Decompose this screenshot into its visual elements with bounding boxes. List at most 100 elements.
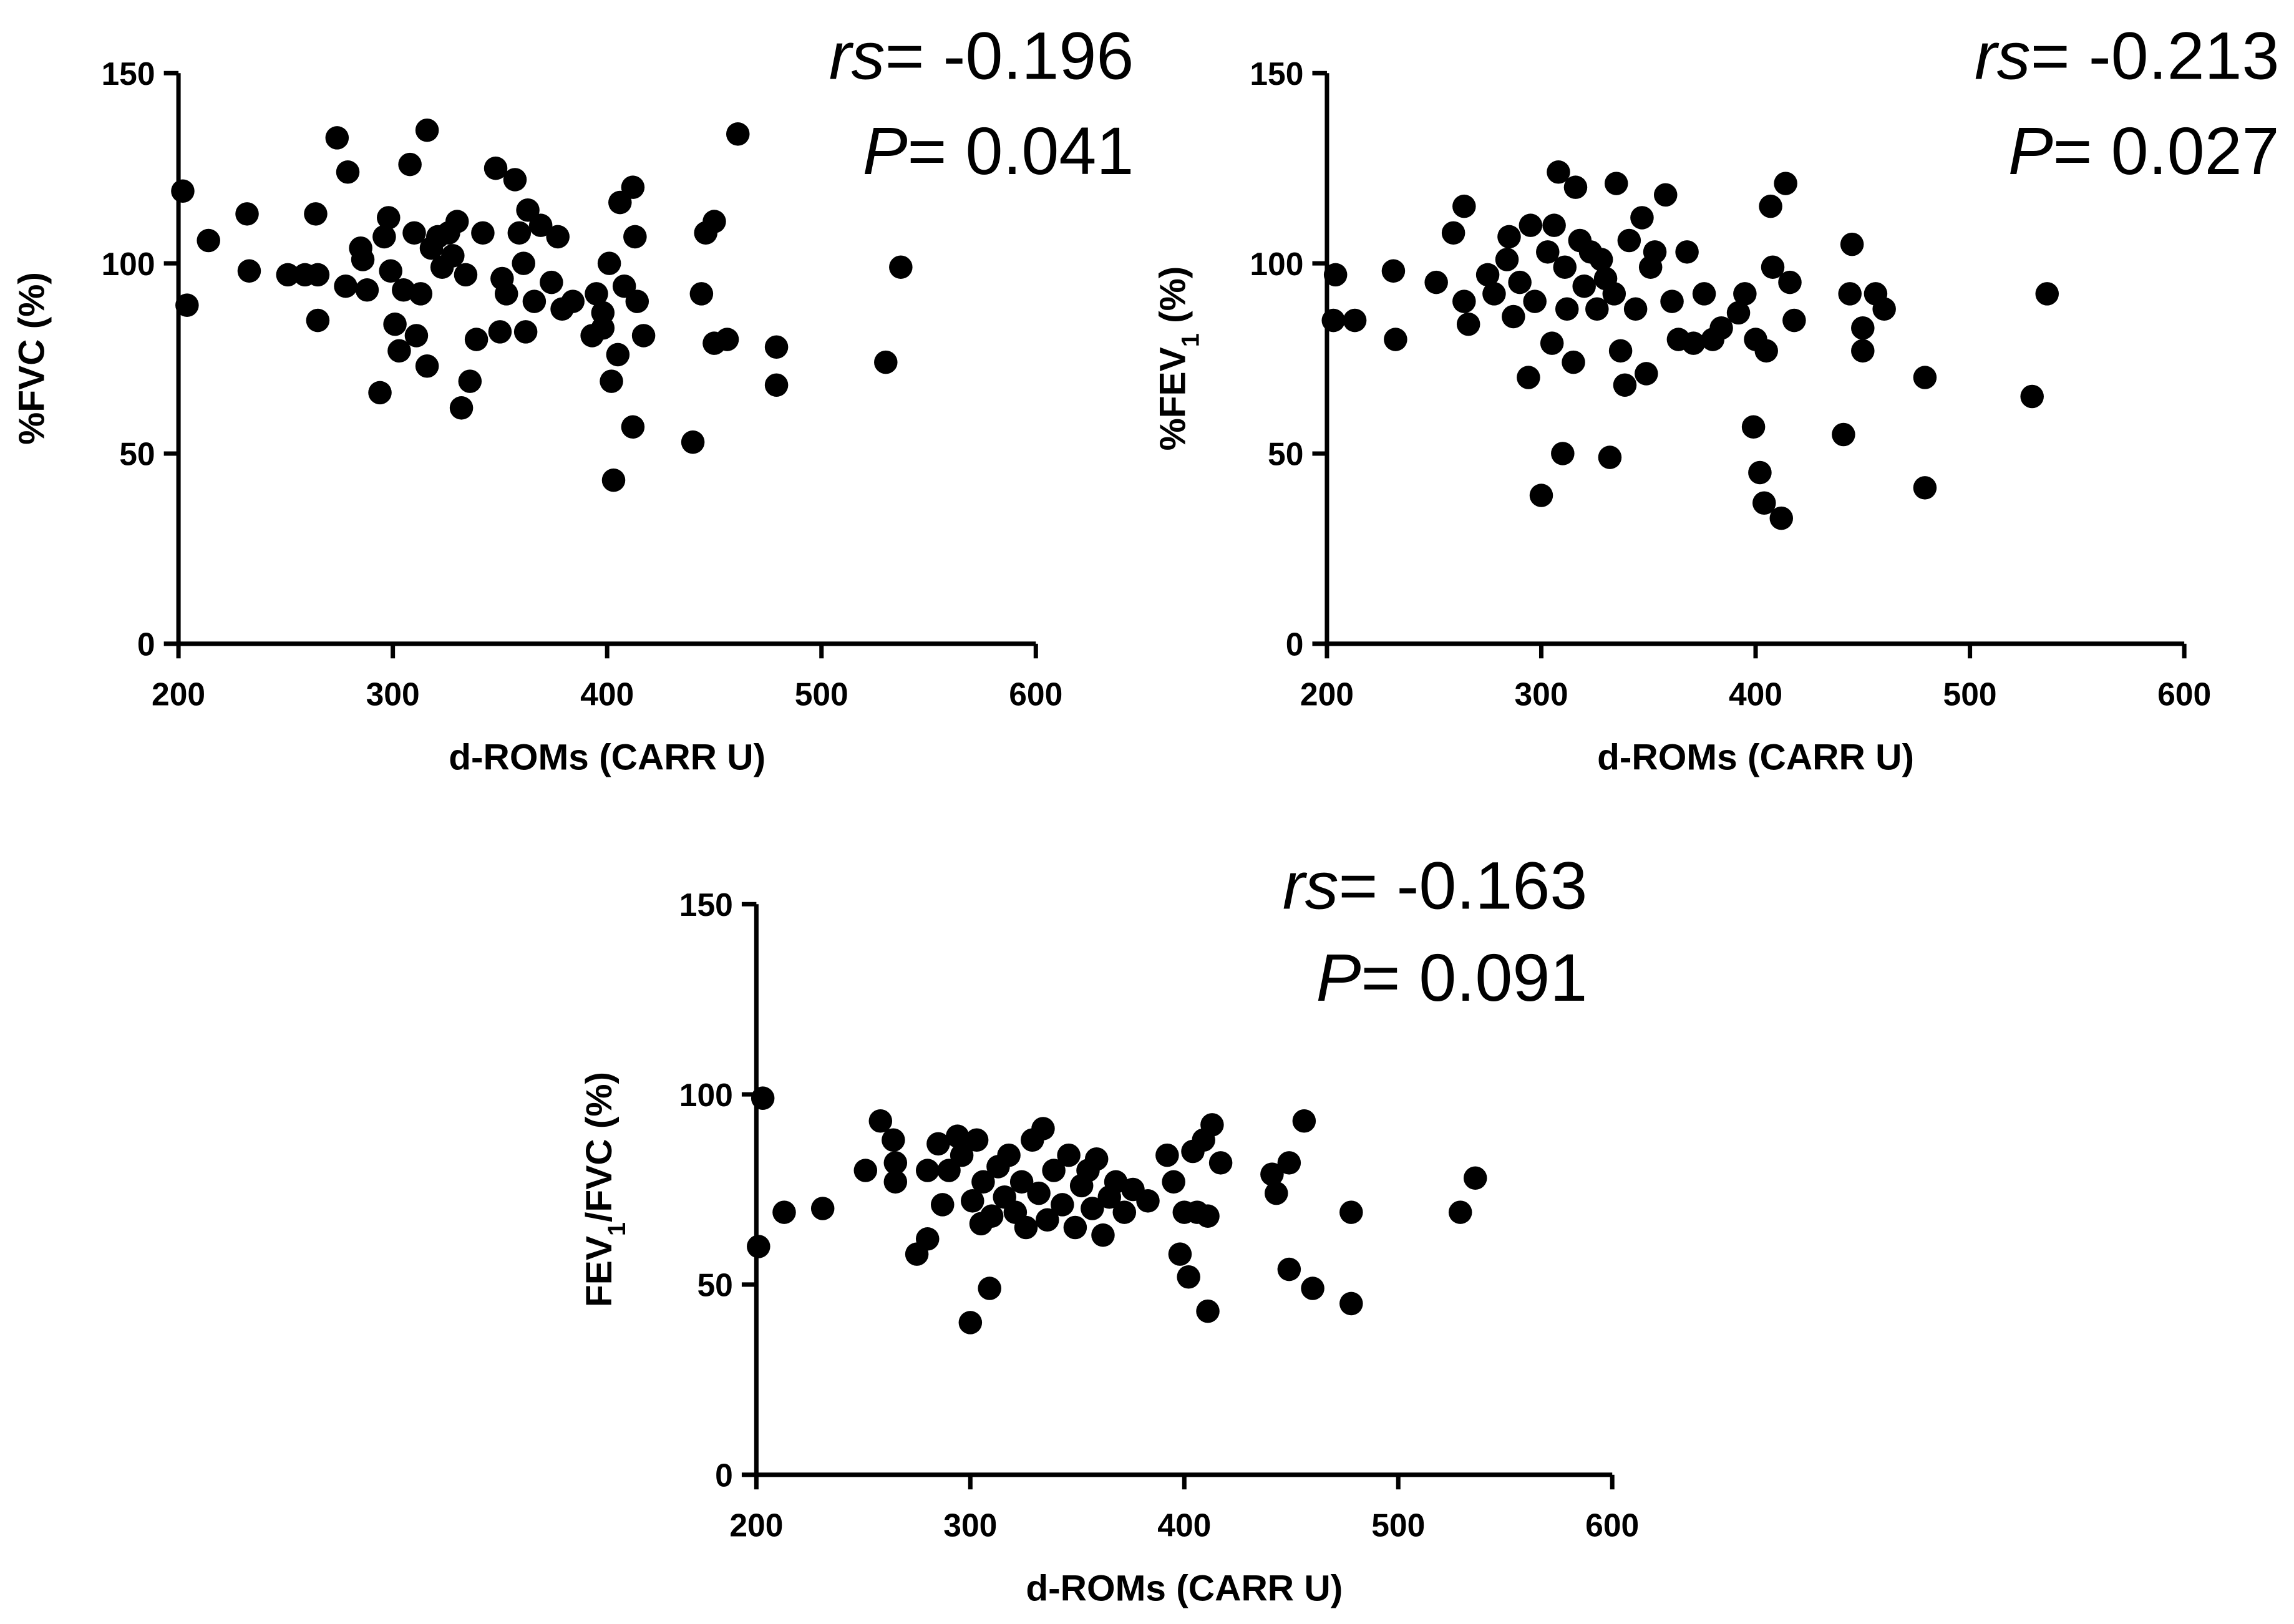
data-point	[1292, 1109, 1316, 1133]
x-tick-label: 400	[580, 676, 634, 712]
data-point	[1602, 282, 1626, 306]
data-point	[597, 251, 621, 275]
data-point	[1709, 316, 1733, 340]
data-point	[883, 1170, 908, 1194]
data-point	[1051, 1193, 1074, 1217]
data-point	[197, 228, 220, 253]
data-point	[1540, 331, 1564, 355]
scatter-chart: 200 300 400 500 600 0 50 100 150 d-ROMs (CARR U)%…	[11, 18, 1134, 778]
x-tick-label: 300	[943, 1507, 997, 1543]
data-point	[1623, 297, 1648, 321]
data-point	[1168, 1242, 1192, 1266]
data-point	[1630, 206, 1654, 230]
data-point	[1653, 183, 1678, 207]
data-point	[1009, 1170, 1034, 1194]
data-point	[1196, 1204, 1220, 1228]
scatter-chart: 200 300 400 500 600 0 50 100 150 d-ROMs (CARR U) F…	[579, 847, 1639, 1608]
data-point	[522, 289, 547, 313]
data-point	[1301, 1276, 1324, 1300]
data-point	[1177, 1265, 1200, 1289]
data-point	[1851, 316, 1875, 340]
data-point	[882, 1128, 905, 1152]
data-point	[402, 221, 426, 245]
data-point	[1754, 339, 1778, 363]
x-tick-label: 600	[1585, 1507, 1639, 1543]
data-point	[1441, 221, 1465, 245]
data-point	[1208, 1151, 1233, 1175]
data-point	[1840, 232, 1864, 256]
data-point	[454, 263, 478, 287]
data-point	[1339, 1291, 1363, 1316]
data-point	[585, 282, 608, 306]
data-point	[1553, 255, 1577, 279]
data-point	[404, 324, 429, 348]
data-point	[372, 225, 396, 249]
data-point	[484, 156, 508, 180]
data-point	[606, 343, 630, 367]
data-point	[1196, 1299, 1220, 1323]
data-point	[1681, 331, 1706, 355]
data-point	[1323, 263, 1348, 287]
data-point	[1508, 270, 1532, 294]
data-point	[915, 1227, 940, 1251]
x-tick-label: 500	[1371, 1507, 1425, 1543]
data-point	[1832, 422, 1855, 447]
data-point	[1851, 339, 1875, 363]
x-tick-label: 200	[152, 676, 205, 712]
y-axis-label-part: %FVC (%)	[11, 272, 52, 445]
data-point	[702, 210, 726, 233]
data-point	[1057, 1143, 1081, 1167]
y-tick-label: 100	[1250, 246, 1303, 282]
data-point	[1463, 1166, 1487, 1190]
x-tick-label: 400	[1729, 676, 1782, 712]
data-point	[961, 1189, 984, 1213]
data-point	[1424, 270, 1448, 294]
y-tick-label: 100	[679, 1077, 733, 1113]
data-point	[1572, 274, 1596, 298]
data-point	[507, 221, 532, 245]
data-point	[979, 1204, 1004, 1228]
data-point	[764, 373, 789, 397]
data-point	[915, 1159, 940, 1182]
data-point	[1277, 1151, 1301, 1175]
y-tick-label: 50	[119, 436, 155, 472]
annotation-symbol: P	[2008, 113, 2053, 188]
data-point	[1381, 259, 1406, 283]
data-point	[1604, 172, 1628, 195]
data-point	[336, 160, 360, 184]
y-axis-label-part: 1	[603, 1222, 631, 1236]
data-point	[1872, 297, 1896, 321]
data-point	[512, 251, 535, 275]
data-point	[946, 1124, 970, 1148]
y-tick-label: 0	[1286, 626, 1304, 663]
data-point	[415, 118, 439, 142]
data-point	[926, 1132, 950, 1156]
y-axis-label: %FVC (%)	[11, 272, 52, 445]
data-point	[237, 259, 261, 283]
data-point	[1589, 248, 1613, 271]
data-point	[1563, 175, 1588, 199]
data-point	[449, 396, 474, 420]
y-tick-label: 100	[102, 246, 155, 282]
data-point	[726, 122, 750, 146]
data-point	[1162, 1170, 1185, 1194]
data-point	[621, 415, 645, 439]
annotation-symbol: rs	[829, 18, 885, 94]
data-point	[1014, 1215, 1038, 1240]
data-point	[546, 225, 570, 249]
data-point	[1339, 1200, 1363, 1224]
data-point	[306, 263, 330, 287]
data-point	[379, 259, 402, 283]
data-point	[747, 1235, 770, 1258]
data-point	[621, 175, 645, 199]
data-point	[958, 1311, 983, 1335]
data-point	[1475, 263, 1500, 287]
data-point	[368, 381, 392, 405]
data-point	[1497, 225, 1521, 249]
data-point	[1838, 282, 1862, 306]
data-point	[1452, 289, 1476, 313]
data-point	[1660, 289, 1684, 313]
annotation-text: = -0.213	[2031, 18, 2280, 94]
data-point	[355, 278, 379, 302]
